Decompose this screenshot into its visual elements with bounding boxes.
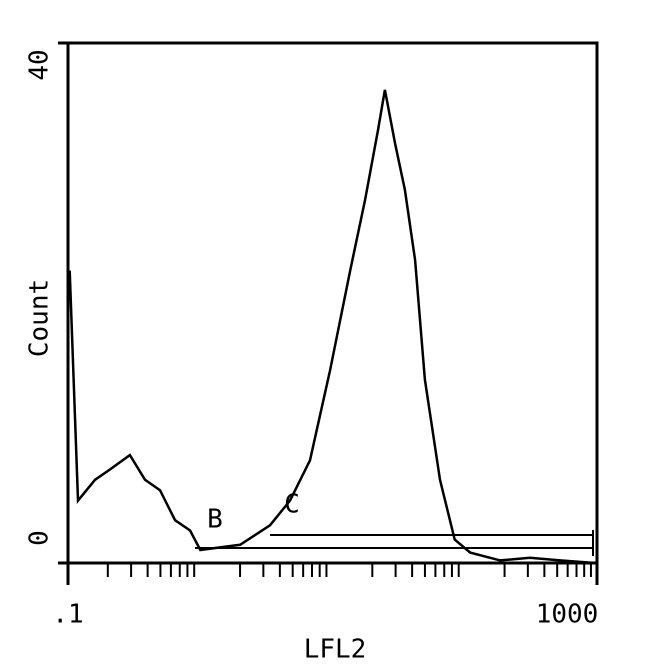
annotation: B: [207, 505, 223, 535]
gates: [195, 530, 594, 556]
x-tick-label: 1000: [536, 600, 599, 630]
gate-c: [270, 530, 594, 556]
x-axis-title: LFL2: [304, 635, 367, 665]
annotation: C: [284, 490, 300, 520]
x-tick-label: .1: [52, 600, 83, 630]
y-tick-label: 0: [25, 530, 55, 546]
y-axis-title: Count: [25, 279, 55, 357]
y-tick-label: 40: [25, 49, 55, 80]
plot-frame: [66, 41, 599, 565]
histogram-line: [68, 89, 596, 565]
